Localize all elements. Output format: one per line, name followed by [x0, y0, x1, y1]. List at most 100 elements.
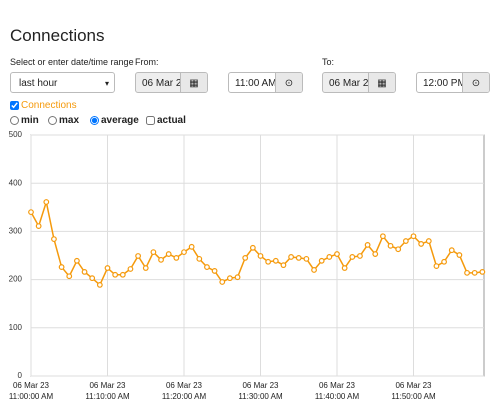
point	[28, 209, 34, 216]
point	[295, 255, 302, 261]
point	[456, 252, 463, 258]
aggregate-option[interactable]: min	[10, 115, 39, 126]
point	[303, 255, 310, 262]
point	[89, 275, 96, 282]
point	[66, 273, 73, 280]
point	[479, 268, 486, 275]
y-tick-label: 400	[9, 178, 23, 187]
point	[158, 256, 164, 263]
point	[272, 257, 279, 264]
range-select-value: last hour	[19, 78, 58, 89]
point	[372, 251, 379, 257]
to-label: To:	[322, 57, 335, 67]
point	[219, 279, 226, 285]
calendar-button[interactable]: ▦	[368, 73, 395, 92]
x-tick-label: 06 Mar 23 11:50:00 AM	[391, 381, 436, 401]
point	[73, 257, 80, 264]
point	[119, 271, 126, 278]
aggregate-label: average	[101, 115, 139, 126]
point	[211, 268, 218, 274]
point	[341, 265, 348, 271]
y-tick-label: 500	[9, 130, 23, 139]
y-tick-label: 100	[9, 323, 23, 332]
point	[249, 244, 256, 251]
point	[127, 266, 134, 272]
x-tick-label: 06 Mar 23 11:40:00 AM	[314, 381, 360, 401]
clock-button[interactable]: ⊙	[462, 73, 489, 92]
point	[318, 257, 325, 264]
point	[257, 253, 264, 259]
point	[43, 199, 50, 205]
to-date-value: 06 Mar 23	[329, 78, 375, 89]
to-date[interactable]: 06 Mar 23 ▦	[322, 72, 396, 93]
series-toggle[interactable]: Connections	[10, 100, 77, 111]
from-time[interactable]: 11:00 AM ⊙	[228, 72, 303, 93]
point	[226, 275, 233, 282]
range-label: Select or enter date/time range	[10, 57, 134, 67]
series-toggle-label: Connections	[21, 100, 77, 111]
aggregate-label: max	[59, 115, 80, 126]
point	[165, 251, 172, 257]
to-time[interactable]: 12:00 PM ⊙	[416, 72, 490, 93]
point	[142, 265, 149, 271]
radio[interactable]	[10, 116, 19, 125]
x-tick-label: 06 Mar 23 11:20:00 AM	[161, 381, 207, 401]
point	[234, 274, 241, 281]
aggregate-option[interactable]: average	[90, 115, 139, 126]
plot-area	[30, 134, 485, 377]
point	[311, 267, 317, 273]
point	[242, 255, 249, 261]
point	[433, 263, 440, 270]
x-tick-label: 06 Mar 23 11:10:00 AM	[85, 381, 130, 401]
point	[188, 243, 195, 250]
range-select[interactable]: last hour ▾	[10, 72, 115, 93]
actual-toggle[interactable]: actual	[146, 115, 186, 126]
point	[265, 258, 272, 265]
aggregate-option[interactable]: max	[48, 115, 79, 126]
calendar-button[interactable]: ▦	[180, 73, 207, 92]
point	[288, 254, 295, 260]
from-label: From:	[135, 57, 159, 67]
radio[interactable]	[48, 116, 57, 125]
point	[471, 269, 478, 276]
aggregate-label: min	[21, 115, 39, 126]
point	[96, 282, 103, 288]
page-title: Connections	[10, 26, 105, 45]
point	[135, 253, 142, 259]
point	[196, 255, 203, 262]
checkbox[interactable]	[10, 101, 19, 110]
point	[410, 233, 417, 240]
x-tick-label: 06 Mar 23 11:00:00 AM	[8, 381, 54, 401]
actual-label: actual	[157, 115, 186, 126]
point	[387, 242, 394, 249]
point	[173, 255, 180, 261]
point	[418, 241, 425, 247]
y-tick-label: 200	[9, 275, 23, 284]
radio[interactable]	[90, 116, 99, 125]
point	[181, 249, 187, 256]
point	[51, 236, 57, 243]
point	[425, 238, 432, 244]
point	[81, 268, 88, 275]
point	[448, 247, 455, 254]
point	[204, 264, 210, 270]
y-tick-label: 0	[18, 371, 23, 380]
checkbox[interactable]	[146, 116, 155, 125]
point	[150, 249, 157, 256]
clock-button[interactable]: ⊙	[275, 73, 302, 92]
point	[364, 241, 371, 248]
point	[112, 271, 119, 278]
point	[441, 258, 448, 265]
point	[357, 253, 363, 259]
point	[349, 254, 356, 260]
point	[104, 265, 111, 271]
y-tick-label: 300	[9, 227, 23, 236]
point	[334, 251, 340, 257]
from-time-value: 11:00 AM	[235, 78, 277, 89]
from-date[interactable]: 06 Mar 23 ▦	[135, 72, 208, 93]
point	[380, 233, 386, 240]
point	[58, 264, 65, 270]
point	[464, 269, 470, 276]
